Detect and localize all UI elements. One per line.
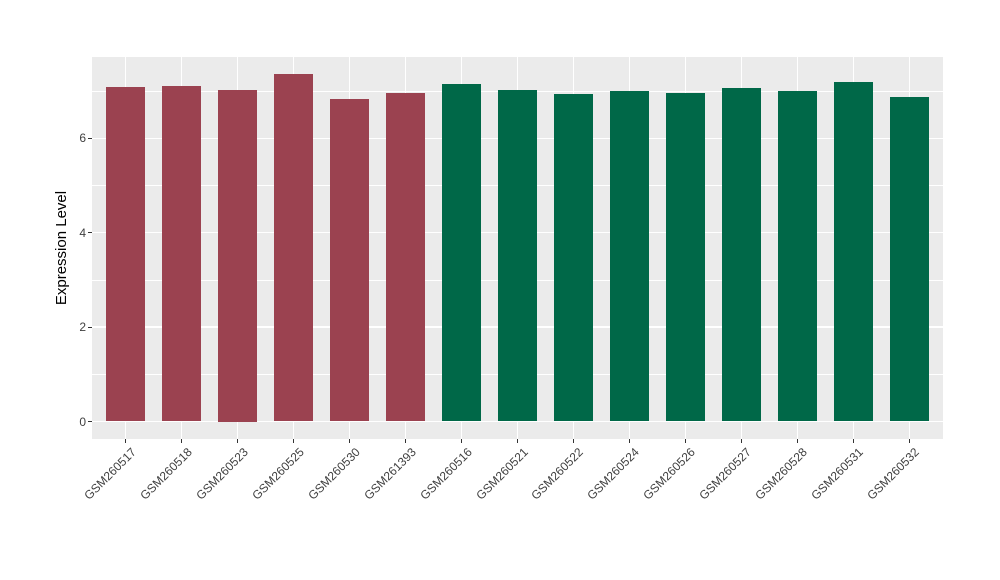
x-tick-mark-GSM260527: [740, 438, 742, 443]
x-tick-mark-GSM260531: [852, 438, 854, 443]
bar-GSM260525: [273, 73, 314, 422]
x-tick-mark-GSM260524: [628, 438, 630, 443]
y-tick-mark-2: [87, 326, 92, 328]
bar-GSM260518: [161, 85, 202, 422]
bar-GSM260531: [833, 82, 873, 422]
bar-GSM260527: [721, 88, 762, 422]
y-tick-label-2: 2: [79, 320, 86, 335]
y-tick-mark-0: [87, 421, 92, 422]
y-tick-label-0: 0: [79, 414, 86, 429]
y-tick-mark-6: [87, 137, 92, 139]
x-tick-mark-GSM260516: [461, 438, 462, 443]
x-tick-mark-GSM260526: [684, 438, 686, 443]
x-tick-mark-GSM260530: [349, 438, 351, 443]
bar-GSM260521: [497, 90, 538, 422]
x-tick-mark-GSM260522: [572, 438, 574, 443]
x-tick-mark-GSM260523: [237, 438, 239, 443]
x-tick-mark-GSM260532: [908, 438, 910, 443]
bar-GSM260528: [777, 90, 818, 422]
bar-GSM260523: [217, 89, 258, 422]
x-tick-mark-GSM261393: [405, 438, 407, 443]
y-tick-label-6: 6: [79, 131, 86, 146]
x-tick-mark-GSM260517: [125, 438, 127, 443]
y-tick-label-4: 4: [79, 225, 86, 240]
bar-GSM260522: [553, 94, 594, 422]
plot-panel: [92, 57, 943, 439]
bar-GSM260530: [329, 99, 370, 422]
bar-GSM260517: [105, 87, 146, 422]
bar-GSM261393: [385, 93, 426, 422]
bar-GSM260526: [665, 93, 706, 422]
x-tick-mark-GSM260521: [517, 438, 518, 443]
x-tick-mark-GSM260528: [796, 438, 798, 443]
bar-GSM260516: [441, 83, 482, 422]
bar-GSM260524: [609, 90, 650, 422]
x-tick-mark-GSM260525: [293, 438, 295, 443]
y-tick-mark-4: [87, 232, 92, 234]
x-tick-mark-GSM260518: [181, 438, 183, 443]
bar-GSM260532: [889, 97, 929, 422]
